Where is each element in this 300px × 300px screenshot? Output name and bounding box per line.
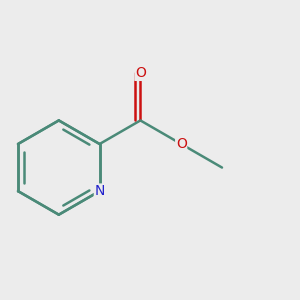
Text: N: N [94,184,105,198]
Text: O: O [135,66,146,80]
Text: O: O [176,137,187,151]
